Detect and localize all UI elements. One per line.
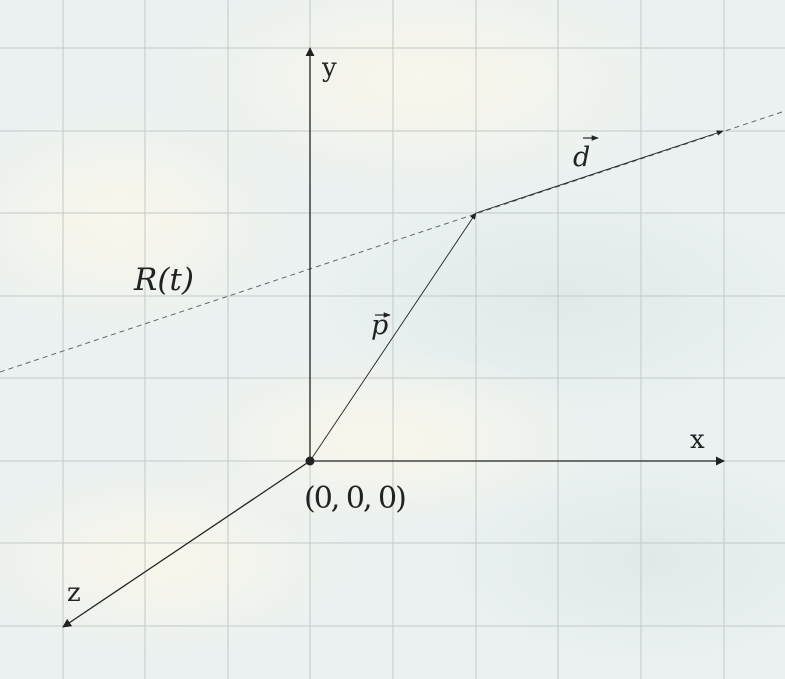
vector-p-label-group: p: [371, 310, 391, 341]
vector-d-label-group: d: [573, 135, 599, 173]
z-axis: [62, 460, 311, 628]
origin-point: [305, 456, 315, 466]
vector-d-label: d: [573, 142, 590, 173]
ray-label: R(t): [133, 262, 194, 298]
vector-d: [475, 130, 724, 214]
y-axis-label: y: [321, 53, 337, 83]
origin-label: (0, 0, 0): [304, 481, 405, 516]
z-axis-label: z: [67, 578, 81, 608]
ray-line: [0, 110, 785, 373]
x-axis-label: x: [690, 425, 705, 455]
vector-p: [309, 212, 477, 462]
